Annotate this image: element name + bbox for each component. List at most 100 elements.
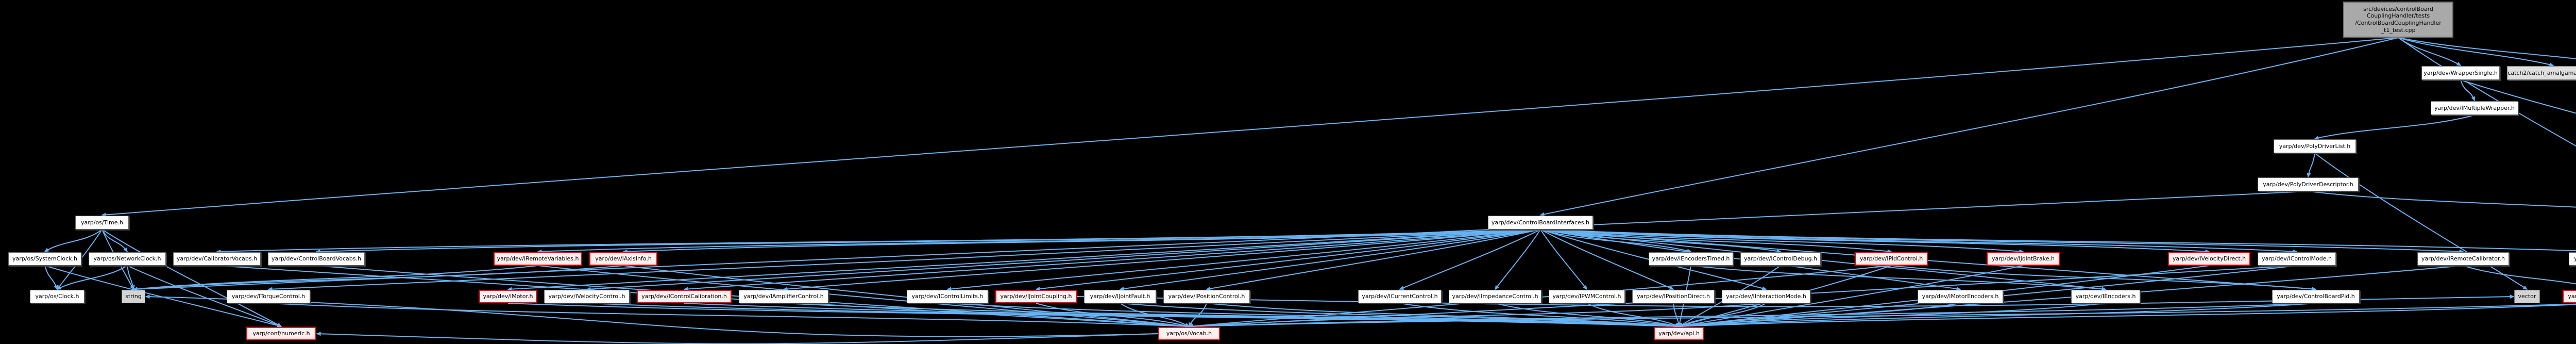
include-edge <box>947 303 1680 329</box>
graph-node-controlboardpid[interactable]: yarp/dev/ControlBoardPid.h <box>2272 290 2360 303</box>
graph-node-iencoderstimed[interactable]: yarp/dev/IEncodersTimed.h <box>1649 252 1733 266</box>
include-edge <box>2314 153 2528 290</box>
include-edge <box>586 229 1541 291</box>
graph-node-networkclock[interactable]: yarp/os/NetworkClock.h <box>89 252 166 266</box>
graph-node-iimpedancecontrol[interactable]: yarp/dev/IImpedanceControl.h <box>1449 290 1541 303</box>
graph-node-vector[interactable]: vector <box>2514 290 2540 303</box>
include-edge <box>315 229 1541 254</box>
graph-node-label: yarp/os/Clock.h <box>35 293 79 300</box>
graph-node-label: yarp/dev/ICurrentControl.h <box>1362 293 1438 300</box>
graph-node-label: yarp/dev/IAxisInfo.h <box>595 255 652 263</box>
include-edge <box>132 265 538 291</box>
graph-node-label: yarp/dev/ControlBoardVocabs.h <box>272 255 361 263</box>
include-edge <box>1120 303 1680 329</box>
graph-node-ijointfault[interactable]: yarp/dev/IJointFault.h <box>1084 290 1156 303</box>
include-edge <box>2308 191 2576 208</box>
graph-node-label: yarp/dev/IControlDebug.h <box>1743 255 1818 263</box>
graph-node-iremotecalibrator[interactable]: yarp/dev/IRemoteCalibrator.h <box>2417 252 2509 266</box>
graph-node-label: yarp/dev/WrapperSingle.h <box>2424 69 2498 76</box>
include-edge <box>268 303 1190 329</box>
graph-node-label: yarp/dev/ICalibrator.h <box>2574 255 2576 263</box>
graph-node-catch2[interactable]: catch2/catch_amalgamated.hpp <box>2507 66 2576 80</box>
graph-node-string[interactable]: string <box>122 290 145 303</box>
graph-node-ipositioncontrol[interactable]: yarp/dev/IPositionControl.h <box>1163 290 1250 303</box>
include-edge <box>537 265 1190 329</box>
include-edge <box>1678 265 2464 329</box>
include-edge <box>316 332 1159 344</box>
graph-node-controlboardvocabs[interactable]: yarp/dev/ControlBoardVocabs.h <box>268 252 365 266</box>
graph-node-polydriverdescriptor[interactable]: yarp/dev/PolyDriverDescriptor.h <box>2258 177 2359 191</box>
graph-node-polydriverlist[interactable]: yarp/dev/PolyDriverList.h <box>2274 139 2356 153</box>
graph-node-label: yarp/dev/CalibratorVocabs.h <box>176 255 258 263</box>
graph-node-wrappersingle[interactable]: yarp/dev/WrapperSingle.h <box>2421 66 2500 80</box>
include-edge <box>683 229 1541 291</box>
graph-node-label: yarp/dev/IEncodersTimed.h <box>1652 255 1730 263</box>
include-edge <box>2460 79 2576 114</box>
graph-node-label: vector <box>2518 293 2536 300</box>
graph-node-ipidcontrol[interactable]: yarp/dev/IPidControl.h <box>1855 252 1928 266</box>
graph-node-iaxisinfo[interactable]: yarp/dev/IAxisInfo.h <box>589 252 657 266</box>
graph-node-iamplifiercontrol[interactable]: yarp/dev/IAmplifierControl.h <box>739 290 828 303</box>
graph-node-imotorencoders[interactable]: yarp/dev/IMotorEncoders.h <box>1918 290 2003 303</box>
graph-node-label: yarp/dev/IImpedanceControl.h <box>1452 293 1538 300</box>
include-edge <box>1540 229 2464 254</box>
include-edge <box>1891 265 2317 291</box>
include-edge <box>1206 303 1680 329</box>
graph-node-time[interactable]: yarp/os/Time.h <box>75 216 129 230</box>
include-edge <box>783 229 1541 291</box>
graph-node-imotor[interactable]: yarp/dev/IMotor.h <box>479 290 537 303</box>
include-edge <box>132 265 624 291</box>
include-edge <box>145 294 1159 337</box>
graph-node-label: yarp/dev/IEncoders.h <box>2075 293 2136 300</box>
graph-node-ivelocitycontrol[interactable]: yarp/dev/IVelocityControl.h <box>544 290 630 303</box>
graph-node-label: yarp/dev/IPositionDirect.h <box>1637 293 1710 300</box>
graph-node-icontrollimits[interactable]: yarp/dev/IControlLimits.h <box>907 290 988 303</box>
graph-node-icalibrator[interactable]: yarp/dev/ICalibrator.h <box>2569 252 2576 266</box>
graph-node-cbi[interactable]: yarp/dev/ControlBoardInterfaces.h <box>1488 216 1593 230</box>
include-edge <box>507 229 1541 291</box>
graph-node-numeric[interactable]: yarp/conf/numeric.h <box>246 327 316 340</box>
graph-node-itorquecontrol[interactable]: yarp/dev/ITorqueControl.h <box>227 290 310 303</box>
include-edge <box>2463 265 2576 285</box>
include-edge <box>1678 304 2576 329</box>
graph-node-systemclock[interactable]: yarp/os/SystemClock.h <box>8 252 81 266</box>
include-edge <box>101 37 2399 217</box>
graph-node-ivelocitydirect[interactable]: yarp/dev/IVelocityDirect.h <box>2168 252 2250 266</box>
graph-node-icontrolcalibration[interactable]: yarp/dev/IControlCalibration.h <box>637 290 732 303</box>
include-edge <box>622 229 1541 254</box>
graph-node-iencoders[interactable]: yarp/dev/IEncoders.h <box>2071 290 2140 303</box>
graph-node-label: yarp/dev/IPWMControl.h <box>1552 293 1621 300</box>
graph-node-label: yarp/dev/DeviceDriver.h <box>2568 293 2576 300</box>
graph-node-label: yarp/dev/ControlBoardInterfaces.h <box>1492 219 1589 226</box>
graph-node-devicedriver[interactable]: yarp/dev/DeviceDriver.h <box>2563 290 2576 303</box>
graph-node-icurrentcontrol[interactable]: yarp/dev/ICurrentControl.h <box>1358 290 1442 303</box>
include-edge <box>56 265 128 290</box>
graph-node-label: yarp/dev/IControlLimits.h <box>911 293 984 300</box>
graph-node-ijointbrake[interactable]: yarp/dev/IJointBrake.h <box>1987 252 2060 266</box>
include-edge <box>623 265 1190 329</box>
graph-node-label: yarp/os/Time.h <box>80 219 124 226</box>
graph-node-ipwmcontrol[interactable]: yarp/dev/IPWMControl.h <box>1549 290 1625 303</box>
include-edge <box>2314 114 2475 140</box>
graph-node-label: yarp/dev/IVelocityDirect.h <box>2172 255 2246 263</box>
graph-node-vocab[interactable]: yarp/os/Vocab.h <box>1158 327 1220 340</box>
graph-node-api[interactable]: yarp/dev/api.h <box>1654 327 1704 340</box>
graph-node-label: yarp/dev/IRemoteCalibrator.h <box>2421 255 2505 263</box>
graph-node-iinteractionmode[interactable]: yarp/dev/IInteractionMode.h <box>1722 290 1810 303</box>
include-edge <box>1678 303 1767 327</box>
graph-node-label: yarp/dev/IMotor.h <box>483 293 533 300</box>
include-edge <box>2398 37 2554 67</box>
graph-node-label: yarp/dev/IJointFault.h <box>1090 293 1150 300</box>
include-edge <box>946 229 1541 291</box>
include-edge <box>1188 303 1767 329</box>
graph-node-ipositiondirect[interactable]: yarp/dev/IPositionDirect.h <box>1632 290 1715 303</box>
graph-node-calibratorvocabs[interactable]: yarp/dev/CalibratorVocabs.h <box>173 252 261 266</box>
graph-node-icontrolmode[interactable]: yarp/dev/IControlMode.h <box>2258 252 2336 266</box>
graph-node-ijointcoupling[interactable]: yarp/dev/IJointCoupling.h <box>995 290 1077 303</box>
graph-node-imultiplewrapper[interactable]: yarp/dev/IMultipleWrapper.h <box>2431 101 2518 115</box>
include-edge <box>44 229 103 252</box>
graph-node-iremotevariables[interactable]: yarp/dev/IRemoteVariables.h <box>494 252 582 266</box>
graph-node-clock[interactable]: yarp/os/Clock.h <box>30 290 84 303</box>
graph-node-icontroldebug[interactable]: yarp/dev/IControlDebug.h <box>1740 252 1821 266</box>
